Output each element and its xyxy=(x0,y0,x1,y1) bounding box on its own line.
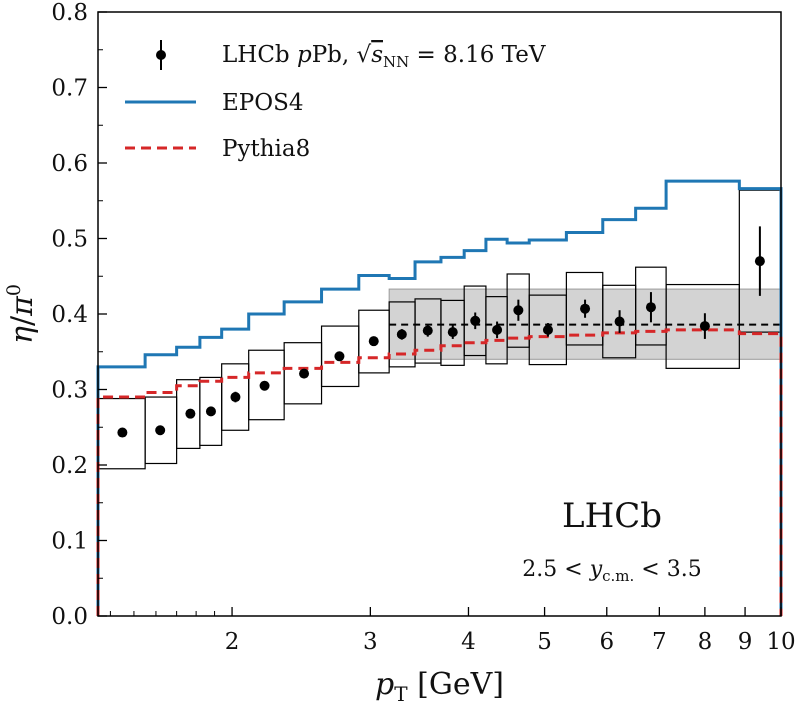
x-tick-label-3: 3 xyxy=(363,629,378,655)
legend-label-lhcb: LHCb pPb, √sNN = 8.16 TeV xyxy=(222,42,546,71)
x-tick-label-2: 2 xyxy=(225,629,240,655)
data-point-11 xyxy=(447,327,458,338)
data-point-8 xyxy=(368,336,379,347)
x-axis-label: pT [GeV] xyxy=(375,667,504,701)
data-point-7 xyxy=(334,351,345,362)
y-tick-label-0.7: 0.7 xyxy=(51,76,88,102)
data-point-3 xyxy=(205,406,216,417)
y-tick-label-0: 0.0 xyxy=(51,604,88,630)
x-tick-label-7: 7 xyxy=(652,629,667,655)
y-tick-label-0.1: 0.1 xyxy=(51,529,88,555)
data-point-20 xyxy=(754,256,765,267)
data-point-9 xyxy=(396,329,407,340)
data-point-5 xyxy=(259,380,270,391)
y-axis-label: η/π0 xyxy=(3,284,40,344)
data-point-15 xyxy=(542,324,553,335)
x-tick-label-9: 9 xyxy=(738,629,753,655)
experiment-label: LHCb xyxy=(562,496,662,536)
data-point-1 xyxy=(155,425,166,436)
data-point-0 xyxy=(117,427,128,438)
epos4-step-line xyxy=(96,179,783,616)
data-point-6 xyxy=(299,368,310,379)
data-point-13 xyxy=(492,324,503,335)
y-axis: 0.0 0.1 0.2 0.3 0.4 0.5 0.6 0.7 0.8 xyxy=(51,0,107,630)
epos4-curve xyxy=(96,179,783,616)
legend-label-pythia8: Pythia8 xyxy=(222,136,310,162)
y-tick-label-0.8: 0.8 xyxy=(51,0,88,26)
legend-label-epos4: EPOS4 xyxy=(222,90,304,116)
data-point-18 xyxy=(645,302,656,313)
data-point-17 xyxy=(614,316,625,327)
y-tick-label-0.3: 0.3 xyxy=(51,378,88,404)
data-point-2 xyxy=(185,408,196,419)
data-point-12 xyxy=(470,315,481,326)
pythia8-step-line xyxy=(96,328,783,616)
x-tick-label-4: 4 xyxy=(461,629,476,655)
lhcb-data-points xyxy=(117,226,765,438)
data-point-16 xyxy=(580,303,591,314)
y-tick-label-0.2: 0.2 xyxy=(51,453,88,479)
x-axis: 2 3 4 5 6 7 8 9 10 xyxy=(109,607,796,655)
y-tick-label-0.5: 0.5 xyxy=(51,227,88,253)
systematic-boxes xyxy=(97,189,782,470)
rapidity-label: 2.5 < yc.m. < 3.5 xyxy=(522,557,701,585)
legend: LHCb pPb, √sNN = 8.16 TeV EPOS4 Pythia8 xyxy=(125,40,546,162)
data-point-19 xyxy=(699,321,710,332)
data-point-14 xyxy=(513,305,524,316)
legend-entry-lhcb: LHCb pPb, √sNN = 8.16 TeV xyxy=(156,40,546,71)
legend-entry-pythia8: Pythia8 xyxy=(125,136,310,162)
x-tick-label-5: 5 xyxy=(537,629,552,655)
data-point-10 xyxy=(422,325,433,336)
pythia8-curve xyxy=(96,328,783,616)
x-tick-label-6: 6 xyxy=(599,629,614,655)
legend-entry-epos4: EPOS4 xyxy=(125,90,304,116)
data-point-4 xyxy=(230,392,241,403)
x-tick-label-8: 8 xyxy=(698,629,713,655)
y-tick-label-0.6: 0.6 xyxy=(51,151,88,177)
x-tick-label-10: 10 xyxy=(766,629,795,655)
y-tick-label-0.4: 0.4 xyxy=(51,302,88,328)
